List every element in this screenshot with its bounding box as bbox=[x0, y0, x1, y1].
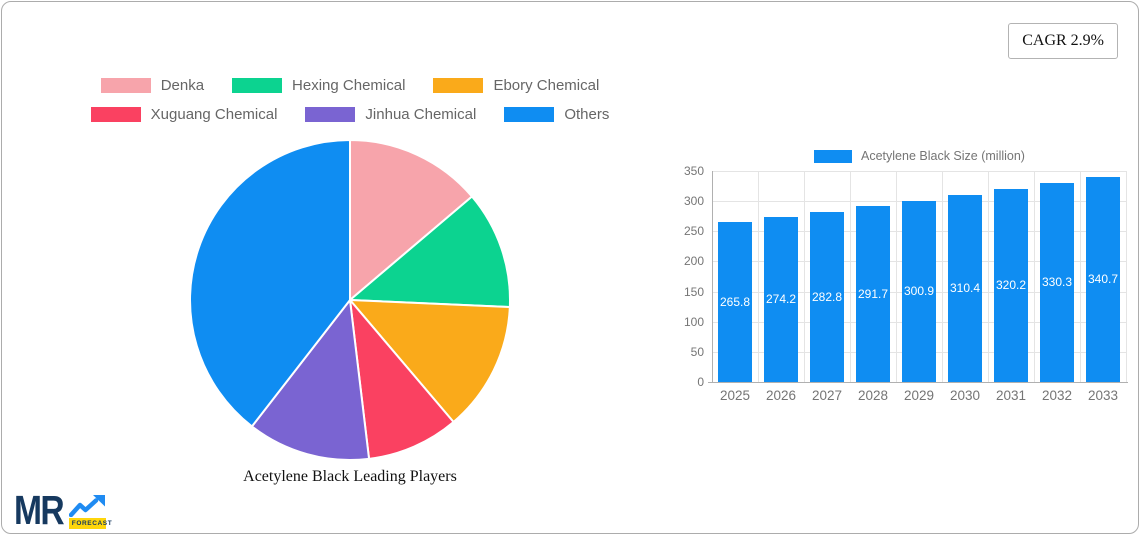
bar-value-2027: 282.8 bbox=[811, 289, 843, 304]
x-axis-tick-2027: 2027 bbox=[811, 388, 843, 403]
gridline-x-6 bbox=[988, 171, 989, 382]
legend-item-xuguang-chemical[interactable]: Xuguang Chemical bbox=[90, 104, 278, 125]
bar-2030[interactable] bbox=[948, 194, 982, 382]
bar-value-2026: 274.2 bbox=[765, 292, 797, 307]
gridline-y-350 bbox=[712, 171, 1127, 172]
legend-item-ebory-chemical[interactable]: Ebory Chemical bbox=[433, 75, 599, 96]
bar-2031[interactable] bbox=[994, 188, 1028, 382]
y-axis-tick-350: 350 bbox=[683, 164, 704, 178]
legend-label-jinhua-chemical: Jinhua Chemical bbox=[365, 106, 477, 123]
legend-swatch-hexing-chemical bbox=[232, 78, 283, 93]
pie-slice-others[interactable] bbox=[189, 139, 351, 428]
bar-chart-plot: 0 50 100 150 200 250 300 350 265.8 2025 274.2 2026 2… bbox=[684, 164, 1128, 403]
legend-label-denka: Denka bbox=[160, 77, 205, 94]
gridline-x-4 bbox=[896, 171, 897, 382]
legend-swatch-others bbox=[504, 107, 555, 122]
axis-line-y bbox=[712, 171, 713, 383]
bar-value-2028: 291.7 bbox=[857, 287, 889, 302]
y-axis-tick-150: 150 bbox=[683, 284, 704, 299]
x-axis-tick-2029: 2029 bbox=[903, 388, 935, 403]
logo-mr-text: MR bbox=[14, 487, 65, 533]
y-axis-tick-100: 100 bbox=[683, 314, 704, 329]
gridline-x-2 bbox=[804, 171, 805, 382]
x-axis-tick-2031: 2031 bbox=[995, 388, 1027, 403]
cagr-badge: CAGR 2.9% bbox=[1008, 23, 1118, 59]
legend-item-denka[interactable]: Denka bbox=[100, 75, 205, 96]
gridline-x-8 bbox=[1080, 171, 1081, 382]
x-axis-tick-2032: 2032 bbox=[1041, 388, 1073, 403]
pie-slice-ebory-chemical[interactable] bbox=[349, 299, 511, 423]
pie-legend: Denka Hexing Chemical Ebory Chemical Xuguan… bbox=[42, 75, 658, 125]
legend-swatch-denka bbox=[100, 78, 151, 93]
bar-value-2029: 300.9 bbox=[903, 284, 935, 299]
y-axis-tick-250: 250 bbox=[683, 224, 704, 239]
legend-item-hexing-chemical[interactable]: Hexing Chemical bbox=[232, 75, 405, 96]
bar-2025[interactable] bbox=[718, 221, 752, 382]
bar-value-2025: 265.8 bbox=[719, 294, 751, 309]
legend-swatch-xuguang-chemical bbox=[90, 107, 141, 122]
pie-chart bbox=[189, 139, 511, 461]
bar-2026[interactable] bbox=[764, 216, 798, 382]
pie-slice-hexing-chemical[interactable] bbox=[349, 195, 511, 309]
pie-chart-title: Acetylene Black Leading Players bbox=[243, 468, 457, 485]
legend-label-hexing-chemical: Hexing Chemical bbox=[292, 77, 406, 94]
y-axis-tick-0: 0 bbox=[697, 375, 704, 389]
y-axis-tick-200: 200 bbox=[683, 254, 704, 269]
cagr-label: CAGR 2.9% bbox=[1022, 32, 1104, 49]
plot-right-border bbox=[1126, 171, 1127, 382]
logo-forecast-badge: FORECAST bbox=[68, 518, 112, 529]
bar-chart-legend[interactable]: Acetylene Black Size (million) bbox=[712, 148, 1127, 164]
gridline-x-7 bbox=[1034, 171, 1035, 382]
bar-value-2031: 320.2 bbox=[995, 278, 1027, 293]
legend-label-others: Others bbox=[564, 106, 610, 123]
pie-slice-jinhua-chemical[interactable] bbox=[250, 299, 371, 461]
x-axis-tick-2030: 2030 bbox=[949, 388, 981, 403]
legend-swatch-jinhua-chemical bbox=[305, 107, 356, 122]
legend-label-xuguang-chemical: Xuguang Chemical bbox=[150, 106, 278, 123]
bar-legend-swatch bbox=[814, 149, 853, 163]
bar-2032[interactable] bbox=[1040, 182, 1074, 382]
gridline-x-3 bbox=[850, 171, 851, 382]
bar-value-2032: 330.3 bbox=[1041, 275, 1073, 290]
legend-item-others[interactable]: Others bbox=[504, 104, 609, 125]
y-axis-tick-300: 300 bbox=[683, 194, 704, 209]
bar-value-2030: 310.4 bbox=[949, 281, 981, 296]
y-axis-tick-50: 50 bbox=[690, 344, 704, 359]
gridline-x-1 bbox=[758, 171, 759, 382]
mrforecast-logo: MR FORECAST bbox=[14, 487, 112, 533]
legend-label-ebory-chemical: Ebory Chemical bbox=[493, 77, 600, 94]
bar-2028[interactable] bbox=[856, 206, 890, 382]
bar-value-2033: 340.7 bbox=[1087, 272, 1119, 287]
bar-2033[interactable] bbox=[1086, 176, 1120, 382]
legend-swatch-ebory-chemical bbox=[433, 78, 484, 93]
bar-2027[interactable] bbox=[810, 211, 844, 382]
bar-legend-label: Acetylene Black Size (million) bbox=[861, 149, 1025, 163]
pie-slice-xuguang-chemical[interactable] bbox=[349, 299, 455, 460]
pie-slice-denka[interactable] bbox=[349, 139, 473, 301]
x-axis-tick-2025: 2025 bbox=[719, 388, 751, 403]
axis-line-x bbox=[708, 382, 1128, 383]
x-axis-tick-2026: 2026 bbox=[765, 388, 797, 403]
pie-chart-wrap bbox=[188, 138, 512, 462]
trend-arrow-icon bbox=[68, 495, 105, 517]
gridline-x-5 bbox=[942, 171, 943, 382]
x-axis-tick-2028: 2028 bbox=[857, 388, 889, 403]
x-axis-tick-2033: 2033 bbox=[1087, 388, 1119, 403]
bar-2029[interactable] bbox=[902, 200, 936, 382]
legend-item-jinhua-chemical[interactable]: Jinhua Chemical bbox=[305, 104, 476, 125]
